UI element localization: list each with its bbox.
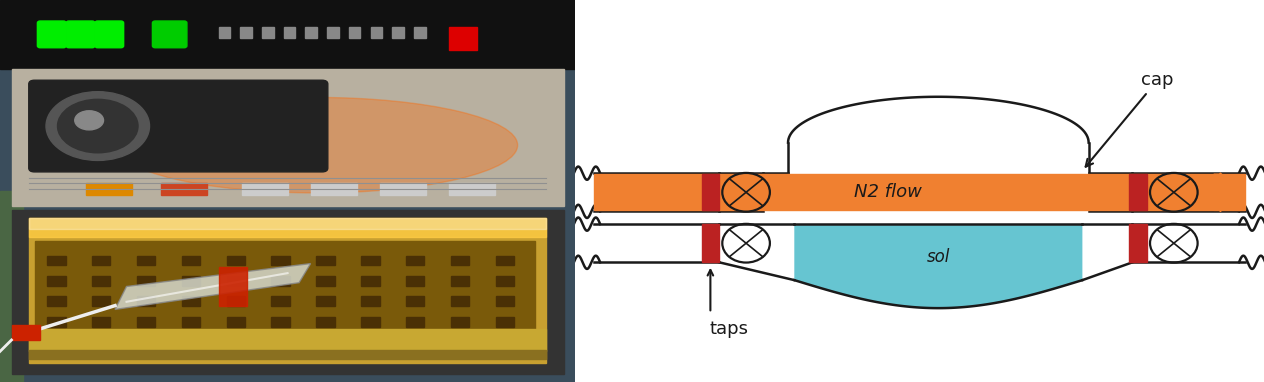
Bar bbox=[47, 317, 66, 327]
Bar bbox=[272, 317, 289, 327]
Bar bbox=[702, 224, 719, 262]
Bar bbox=[92, 296, 110, 306]
Bar bbox=[219, 27, 230, 38]
Bar bbox=[392, 27, 404, 38]
Bar bbox=[362, 296, 379, 306]
Bar bbox=[406, 296, 425, 306]
Bar bbox=[34, 241, 535, 336]
Bar bbox=[137, 276, 155, 286]
Bar bbox=[92, 317, 110, 327]
Bar bbox=[92, 256, 110, 265]
Bar bbox=[316, 256, 335, 265]
Bar bbox=[29, 350, 546, 359]
Bar bbox=[451, 317, 469, 327]
FancyBboxPatch shape bbox=[66, 21, 95, 48]
Bar bbox=[1129, 224, 1146, 262]
Bar bbox=[240, 27, 252, 38]
FancyBboxPatch shape bbox=[95, 21, 124, 48]
Bar bbox=[495, 296, 514, 306]
Circle shape bbox=[75, 111, 104, 130]
Bar bbox=[47, 276, 66, 286]
Bar bbox=[362, 317, 379, 327]
Bar bbox=[29, 218, 546, 363]
Bar bbox=[316, 276, 335, 286]
Bar bbox=[226, 256, 245, 265]
Bar bbox=[11, 210, 564, 374]
Bar bbox=[451, 296, 469, 306]
Bar bbox=[449, 27, 478, 50]
Bar bbox=[1129, 174, 1146, 210]
Text: sol: sol bbox=[927, 248, 951, 266]
Bar bbox=[283, 27, 296, 38]
Circle shape bbox=[46, 92, 149, 160]
Ellipse shape bbox=[115, 97, 518, 193]
Bar bbox=[182, 276, 200, 286]
Bar bbox=[449, 183, 494, 195]
Bar bbox=[379, 183, 426, 195]
Bar bbox=[11, 69, 564, 206]
Polygon shape bbox=[115, 264, 311, 309]
Bar bbox=[182, 317, 200, 327]
Bar bbox=[272, 276, 289, 286]
Bar bbox=[415, 27, 426, 38]
Bar bbox=[226, 276, 245, 286]
Bar bbox=[29, 218, 546, 229]
Bar bbox=[182, 296, 200, 306]
Bar bbox=[702, 174, 719, 210]
Bar bbox=[451, 276, 469, 286]
Bar bbox=[47, 296, 66, 306]
Bar bbox=[495, 276, 514, 286]
Circle shape bbox=[58, 99, 138, 153]
Bar bbox=[495, 317, 514, 327]
Bar bbox=[316, 317, 335, 327]
Bar bbox=[219, 267, 248, 306]
Bar bbox=[161, 183, 207, 195]
Bar bbox=[0, 0, 575, 69]
Bar bbox=[29, 218, 546, 237]
Bar bbox=[92, 276, 110, 286]
Bar bbox=[349, 27, 360, 38]
Bar bbox=[226, 317, 245, 327]
Bar bbox=[311, 183, 356, 195]
FancyBboxPatch shape bbox=[29, 80, 327, 172]
Bar bbox=[241, 183, 288, 195]
Polygon shape bbox=[794, 225, 1082, 308]
FancyBboxPatch shape bbox=[153, 21, 187, 48]
Bar bbox=[137, 256, 155, 265]
Text: taps: taps bbox=[709, 320, 748, 338]
FancyArrow shape bbox=[1213, 173, 1243, 212]
Bar bbox=[316, 296, 335, 306]
Bar bbox=[272, 256, 289, 265]
Bar bbox=[327, 27, 339, 38]
Bar bbox=[182, 256, 200, 265]
Bar bbox=[306, 27, 317, 38]
Bar bbox=[86, 183, 133, 195]
Bar bbox=[362, 276, 379, 286]
Text: cap: cap bbox=[1086, 71, 1174, 167]
Bar bbox=[0, 191, 23, 382]
Bar bbox=[226, 296, 245, 306]
Bar bbox=[262, 27, 273, 38]
Bar bbox=[451, 256, 469, 265]
Bar bbox=[370, 27, 382, 38]
Bar bbox=[47, 256, 66, 265]
FancyBboxPatch shape bbox=[38, 21, 66, 48]
Bar bbox=[594, 174, 1245, 210]
Bar bbox=[11, 325, 40, 340]
Bar bbox=[362, 256, 379, 265]
Bar bbox=[137, 317, 155, 327]
Bar bbox=[29, 329, 546, 351]
Bar bbox=[495, 256, 514, 265]
Bar bbox=[406, 276, 425, 286]
Bar bbox=[406, 317, 425, 327]
Bar bbox=[272, 296, 289, 306]
Bar bbox=[406, 256, 425, 265]
Text: N2 flow: N2 flow bbox=[854, 183, 923, 201]
Bar bbox=[137, 296, 155, 306]
